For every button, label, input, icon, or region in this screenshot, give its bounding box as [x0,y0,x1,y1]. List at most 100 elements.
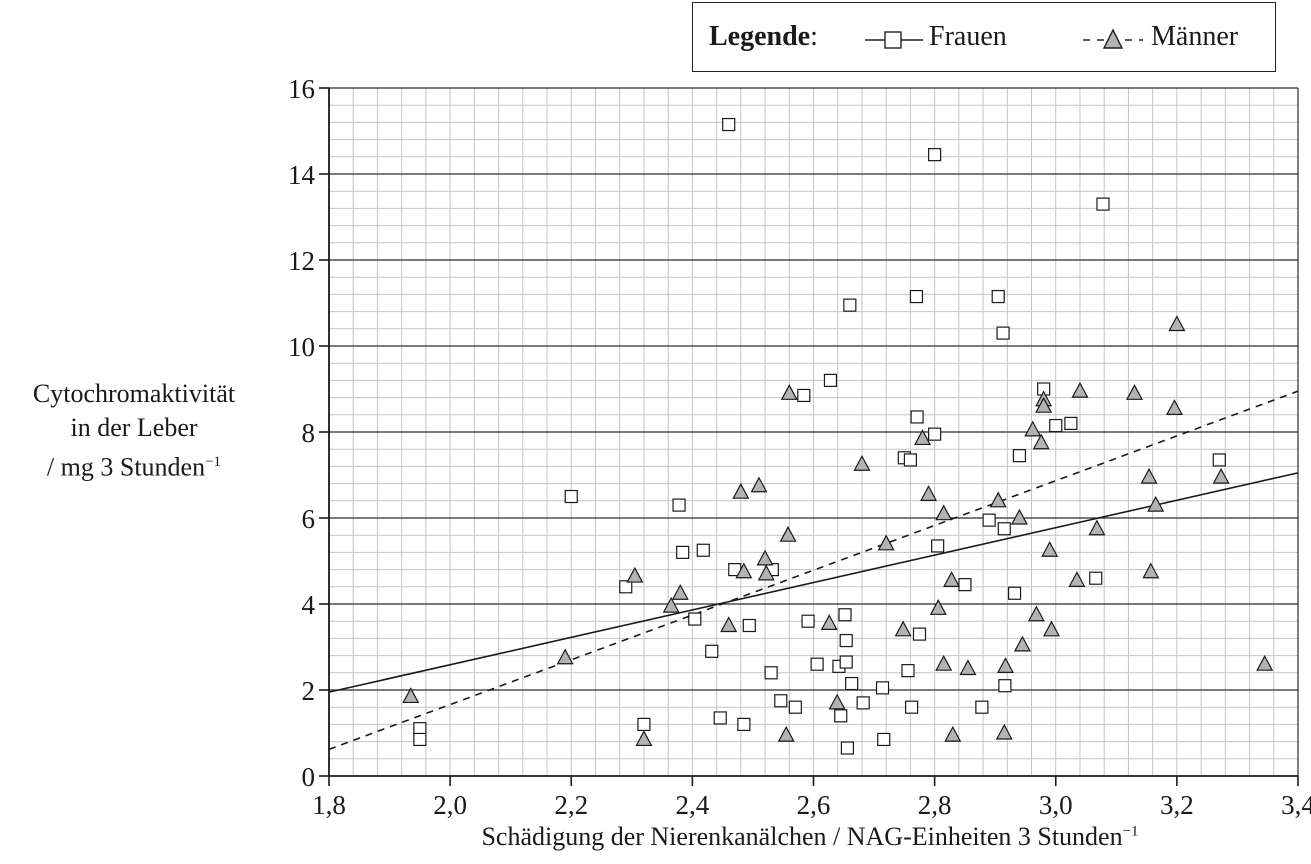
point-frauen [958,578,972,592]
point-frauen [823,373,838,387]
point-maenner [820,614,838,630]
y-tick-label: 4 [302,590,316,620]
point-maenner [1088,519,1106,536]
legend-label-frauen: Frauen [929,21,1007,52]
point-frauen [1064,416,1078,430]
point-maenner [1068,571,1086,587]
point-frauen [688,612,702,626]
point-maenner [402,687,420,704]
point-maenner [750,476,768,493]
point-maenner [1142,562,1160,579]
point-frauen [722,117,736,132]
point-frauen [856,696,870,710]
point-frauen [839,655,853,669]
point-frauen [928,148,942,162]
point-maenner [959,659,977,676]
point-frauen [931,539,945,553]
point-frauen [912,627,927,641]
point-maenner [1071,381,1089,398]
y-tick-label: 16 [288,74,315,104]
point-frauen [619,580,633,594]
point-frauen [843,298,857,312]
point-frauen [834,709,848,723]
x-tick-label: 2,2 [554,790,588,820]
point-frauen [845,676,859,691]
point-frauen [705,644,719,658]
x-tick-label: 3,2 [1160,790,1194,820]
point-maenner [1168,315,1186,332]
point-frauen [696,543,710,557]
point-frauen [928,427,942,441]
point-frauen [975,700,989,714]
y-axis-label: Cytochromaktivität in der Leber / mg 3 S… [32,379,236,482]
x-tick-label: 2,6 [797,790,831,820]
axis-ticks [319,87,1299,786]
point-maenner [1125,384,1143,400]
point-maenner [1013,635,1031,652]
regression-line-frauen [328,472,1299,693]
legend-label-maenner: Männer [1151,21,1239,52]
point-frauen [1049,418,1063,433]
point-frauen [801,614,815,628]
point-frauen [982,513,996,527]
point-maenner [735,562,753,579]
point-maenner [1147,495,1165,512]
point-maenner [779,525,797,542]
point-maenner [877,534,895,551]
regression-line-maenner [328,390,1299,751]
point-frauen [991,289,1005,304]
point-frauen [903,453,918,467]
y-tick-label: 0 [302,762,316,792]
point-maenner [1024,420,1042,437]
point-frauen [838,608,852,622]
point-maenner [720,616,738,633]
point-frauen [564,489,578,504]
point-maenner [914,429,932,446]
point-maenner [943,571,961,587]
point-frauen [810,657,824,671]
legend-title: Legende: [709,21,818,52]
y-tick-label: 10 [288,332,315,362]
x-axis-label: Schädigung der Nierenkanälchen / NAG-Ein… [481,822,1139,851]
point-maenner [920,485,938,501]
x-tick-label: 2,4 [676,790,710,820]
point-maenner [894,620,912,637]
point-maenner [780,384,798,400]
x-tick-label: 3,4 [1281,790,1311,820]
point-frauen [742,618,756,633]
point-frauen [1096,197,1110,211]
point-maenner [935,504,953,521]
point-maenner [1032,433,1050,450]
point-frauen [788,700,802,714]
x-tick-label: 2,8 [918,790,952,820]
point-frauen [905,700,919,714]
point-frauen [910,410,924,424]
point-maenner [1041,540,1059,557]
regression-lines [328,390,1299,751]
point-frauen [877,732,891,747]
point-maenner [777,725,795,742]
y-tick-label: 6 [302,504,316,534]
point-maenner [1140,467,1158,484]
point-frauen [997,522,1011,536]
point-frauen [909,289,924,304]
data-points [402,117,1274,755]
point-maenner [935,654,953,671]
point-frauen [676,545,690,560]
point-maenner [828,693,846,710]
point-frauen [774,694,788,708]
point-maenner [732,482,750,499]
point-frauen [996,326,1010,340]
point-frauen [797,388,811,403]
x-tick-label: 1,8 [312,790,346,820]
x-tick-label: 3,0 [1039,790,1073,820]
point-maenner [989,491,1007,508]
point-maenner [929,599,947,615]
legend: Legende: Frauen Männer [692,2,1276,72]
point-frauen [672,498,686,512]
point-maenner [757,564,775,581]
point-maenner [756,549,774,566]
point-maenner [944,725,962,742]
point-frauen [998,679,1012,693]
